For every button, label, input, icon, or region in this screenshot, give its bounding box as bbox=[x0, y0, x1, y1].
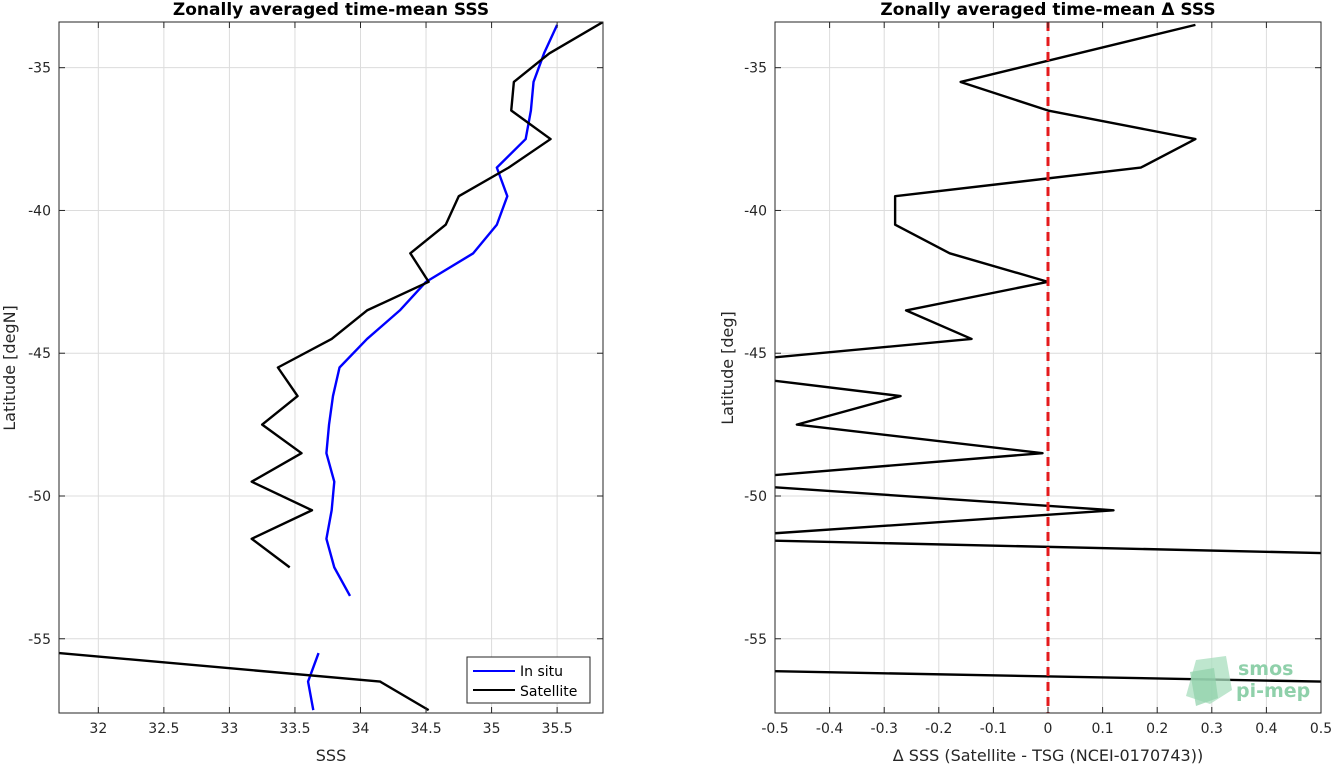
left-chart-panel: 32 32.5 33 33.5 34 34.5 35 35.5-55-50-45-40-35 … bbox=[0, 0, 604, 765]
right-y-tick-label: -45 bbox=[744, 346, 767, 362]
left-y-tick-label: -40 bbox=[28, 203, 51, 219]
right-y-tick-label: -55 bbox=[744, 632, 767, 648]
logo-text-smos: smos bbox=[1238, 658, 1293, 680]
left-y-tick-label: -55 bbox=[28, 632, 51, 648]
left-y-tick-label: -45 bbox=[28, 346, 51, 362]
left-ticks: 32 32.5 33 33.5 34 34.5 35 35.5 -55 -50 -45 -40 -35 bbox=[28, 22, 603, 737]
right-y-tick-label: -50 bbox=[744, 489, 767, 505]
left-y-axis-label: Latitude [degN] bbox=[0, 305, 19, 431]
left-x-tick-label: 35.5 bbox=[542, 721, 573, 737]
left-grid bbox=[59, 22, 603, 713]
logo-graphic-shade-icon bbox=[1190, 668, 1218, 706]
left-in-situ-series-line bbox=[325, 24, 559, 597]
left-in-situ-series-line bbox=[306, 652, 320, 711]
left-x-tick-label: 34 bbox=[352, 721, 370, 737]
right-ticks: -0.5 -0.4 -0.3 -0.2 -0.1 0 0.1 0.2 0.3 0.4 0.5 -55 -… bbox=[744, 22, 1332, 737]
legend: In situ Satellite bbox=[466, 656, 591, 704]
logo-text-pi-mep: pi-mep bbox=[1236, 680, 1310, 702]
right-x-tick-label: -0.3 bbox=[871, 721, 898, 737]
left-x-tick-label: 33.5 bbox=[279, 721, 310, 737]
legend-box bbox=[466, 656, 591, 704]
right-x-tick-label: 0.2 bbox=[1146, 721, 1168, 737]
right-x-tick-label: -0.5 bbox=[761, 721, 788, 737]
right-chart-title: Zonally averaged time-mean Δ SSS bbox=[880, 0, 1215, 20]
right-x-axis-label: Δ SSS (Satellite - TSG (NCEI-0170743)) bbox=[893, 746, 1203, 765]
left-satellite-series-line bbox=[59, 651, 430, 712]
right-x-tick-label: 0.4 bbox=[1255, 721, 1277, 737]
left-x-tick-label: 32.5 bbox=[148, 721, 179, 737]
legend-in-situ-label: In situ bbox=[520, 664, 563, 680]
left-plot-area bbox=[59, 22, 603, 713]
left-x-tick-label: 34.5 bbox=[410, 721, 441, 737]
left-satellite-series-line bbox=[250, 22, 603, 569]
left-y-tick-label: -35 bbox=[28, 61, 51, 77]
right-delta-sss-series-line bbox=[775, 23, 1321, 555]
right-x-tick-label: 0.1 bbox=[1091, 721, 1113, 737]
right-chart-panel: -0.5 -0.4 -0.3 -0.2 -0.1 0 0.1 0.2 0.3 0.4 0.5 -55 -… bbox=[718, 0, 1332, 765]
left-x-tick-label: 32 bbox=[89, 721, 107, 737]
smos-pi-mep-logo: smos pi-mep bbox=[1186, 656, 1310, 706]
left-x-tick-label: 33 bbox=[220, 721, 238, 737]
left-chart-title: Zonally averaged time-mean SSS bbox=[173, 0, 489, 20]
right-y-tick-label: -40 bbox=[744, 203, 767, 219]
left-x-axis-label: SSS bbox=[316, 746, 346, 765]
left-y-tick-label: -50 bbox=[28, 489, 51, 505]
right-x-tick-label: 0.3 bbox=[1201, 721, 1223, 737]
left-series-lines bbox=[59, 22, 603, 712]
right-y-tick-label: -35 bbox=[744, 61, 767, 77]
right-x-tick-label: 0.5 bbox=[1310, 721, 1332, 737]
right-x-tick-label: 0 bbox=[1044, 721, 1053, 737]
legend-satellite-label: Satellite bbox=[520, 684, 577, 700]
right-x-tick-label: -0.4 bbox=[816, 721, 843, 737]
left-axes-box bbox=[58, 21, 604, 714]
right-x-tick-label: -0.2 bbox=[925, 721, 952, 737]
right-x-tick-label: -0.1 bbox=[980, 721, 1007, 737]
left-x-tick-label: 35 bbox=[483, 721, 501, 737]
right-y-axis-label: Latitude [deg] bbox=[718, 311, 737, 425]
